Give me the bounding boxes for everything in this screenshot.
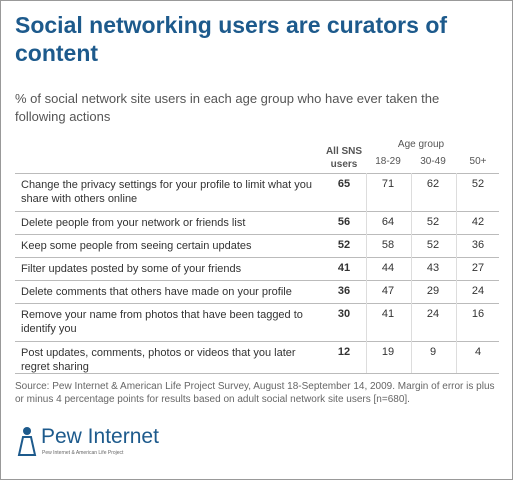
group-header: Age group <box>397 139 445 150</box>
title: Social networking users are curators of … <box>15 12 448 66</box>
cell: 30 <box>337 308 351 320</box>
column-header: All SNS users <box>325 146 363 170</box>
column-divider <box>366 173 367 373</box>
column-header: 50+ <box>469 156 487 167</box>
cell: 52 <box>471 178 485 190</box>
cell: 24 <box>426 308 440 320</box>
row-label: Change the privacy settings for your pro… <box>21 179 313 205</box>
cell: 27 <box>471 262 485 274</box>
column-divider <box>411 173 412 373</box>
column-header: 30-49 <box>420 156 446 167</box>
row-label: Keep some people from seeing certain upd… <box>21 240 252 252</box>
cell: 29 <box>426 285 440 297</box>
row-divider <box>15 373 499 374</box>
logo: Pew Internet <box>41 425 159 448</box>
cell: 42 <box>471 216 485 228</box>
column-header: 18-29 <box>375 156 401 167</box>
row-label: Remove your name from photos that have b… <box>21 309 303 335</box>
row-divider <box>15 211 499 212</box>
cell: 24 <box>471 285 485 297</box>
cell: 43 <box>426 262 440 274</box>
cell: 41 <box>337 262 351 274</box>
cell: 44 <box>381 262 395 274</box>
cell: 12 <box>337 346 351 358</box>
cell: 36 <box>471 239 485 251</box>
row-divider <box>15 280 499 281</box>
cell: 36 <box>337 285 351 297</box>
cell: 9 <box>429 346 437 358</box>
row-divider <box>15 257 499 258</box>
cell: 58 <box>381 239 395 251</box>
cell: 71 <box>381 178 395 190</box>
cell: 19 <box>381 346 395 358</box>
cell: 52 <box>337 239 351 251</box>
cell: 4 <box>474 346 482 358</box>
row-divider <box>15 341 499 342</box>
cell: 62 <box>426 178 440 190</box>
source: Source: Pew Internet & American Life Pro… <box>15 381 495 405</box>
cell: 16 <box>471 308 485 320</box>
row-divider <box>15 173 499 174</box>
cell: 47 <box>381 285 395 297</box>
cell: 52 <box>426 216 440 228</box>
logo-subtitle: Pew Internet & American Life Project <box>42 450 124 456</box>
subtitle: % of social network site users in each a… <box>15 91 440 124</box>
cell: 65 <box>337 178 351 190</box>
cell: 52 <box>426 239 440 251</box>
row-divider <box>15 234 499 235</box>
column-divider <box>456 173 457 373</box>
cell: 64 <box>381 216 395 228</box>
row-divider <box>15 303 499 304</box>
cell: 56 <box>337 216 351 228</box>
logo-icon <box>17 427 37 456</box>
row-label: Post updates, comments, photos or videos… <box>21 347 296 373</box>
row-label: Filter updates posted by some of your fr… <box>21 263 242 275</box>
row-label: Delete people from your network or frien… <box>21 217 246 229</box>
cell: 41 <box>381 308 395 320</box>
row-label: Delete comments that others have made on… <box>21 286 292 298</box>
